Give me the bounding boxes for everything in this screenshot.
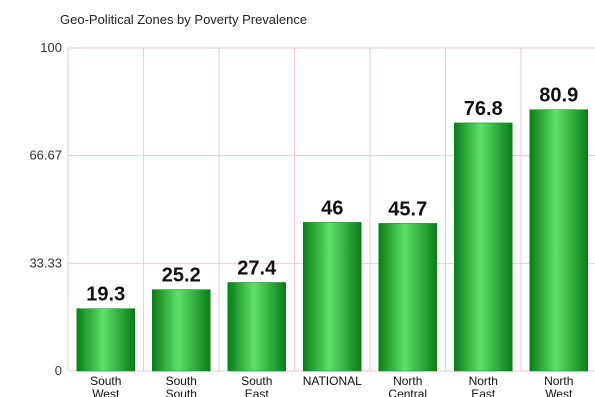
chart-title: Geo-Political Zones by Poverty Prevalenc… <box>60 12 307 27</box>
bar-value-label: 45.7 <box>388 198 427 220</box>
bar <box>378 223 437 372</box>
x-tick-label: South East <box>241 374 272 397</box>
x-tick-label: North East <box>469 374 498 397</box>
bar <box>454 122 513 372</box>
bar <box>529 109 588 372</box>
x-tick-label: North West <box>544 374 573 397</box>
y-tick-label: 100 <box>40 40 62 55</box>
y-tick-label: 0 <box>55 363 62 378</box>
bar <box>227 282 286 372</box>
label-layer: 0 33.33 66.67 100 19.3 South West 25.2 South Sout… <box>29 40 578 397</box>
bar-value-label: 25.2 <box>162 265 201 287</box>
bar-value-label: 27.4 <box>237 257 277 279</box>
bar-value-label: 46 <box>321 197 343 219</box>
bar <box>152 289 211 372</box>
bar-value-label: 76.8 <box>464 98 503 120</box>
bar-value-label: 19.3 <box>86 284 125 306</box>
x-tick-label: NATIONAL <box>303 374 362 388</box>
bar <box>303 222 362 372</box>
y-tick-label: 66.67 <box>29 148 62 163</box>
x-tick-label: South South <box>166 374 197 397</box>
x-tick-label: North Central <box>388 374 427 397</box>
y-tick-label: 33.33 <box>29 255 62 270</box>
bar-value-label: 80.9 <box>539 85 578 107</box>
bar-layer <box>76 109 588 372</box>
x-tick-label: South West <box>90 374 121 397</box>
grid-layer <box>67 47 595 372</box>
bar <box>76 308 135 372</box>
